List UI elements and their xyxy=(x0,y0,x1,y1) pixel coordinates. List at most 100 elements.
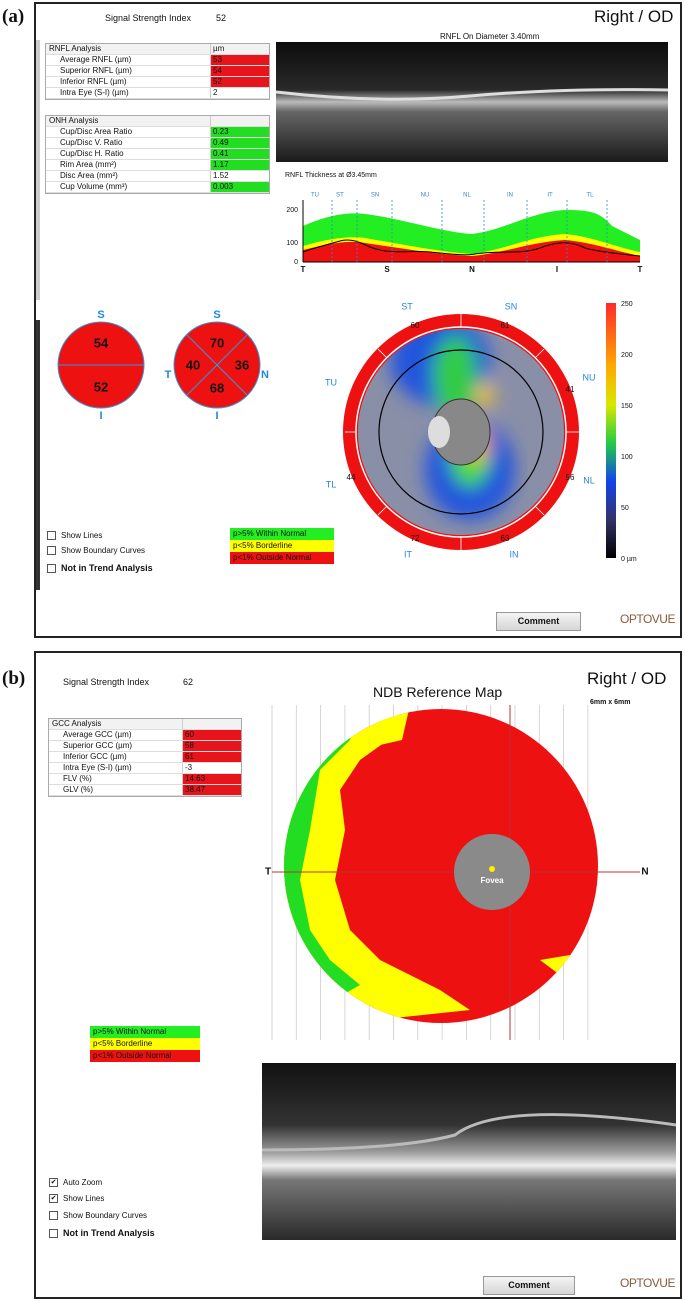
header-cell xyxy=(182,719,241,729)
sector-label: IN xyxy=(507,193,513,199)
table-row: Inferior GCC (µm) 61 xyxy=(49,752,241,763)
checkbox-box: ✔ xyxy=(49,1194,58,1203)
comment-button[interactable]: Comment xyxy=(483,1276,575,1295)
bscan xyxy=(276,42,668,162)
table-header: GCC Analysis xyxy=(49,719,241,730)
eye: Right / OD xyxy=(594,7,674,26)
map-sector-value: 60 xyxy=(411,321,420,330)
table-row: Cup/Disc Area Ratio 0.23 xyxy=(46,127,269,138)
header-cell: ONH Analysis xyxy=(49,116,99,125)
thickness-chart xyxy=(302,200,641,263)
signal-value: 52 xyxy=(216,13,227,23)
legend-item: p>5% Within Normal xyxy=(230,528,334,540)
map-sector-value: 56 xyxy=(566,473,575,482)
bscan-title: RNFL On Diameter 3.40mm xyxy=(440,32,540,41)
logo: OPTOVUE xyxy=(620,1276,675,1290)
row-label: Cup Volume (mm³) xyxy=(60,182,128,191)
row-label: FLV (%) xyxy=(63,774,92,783)
map-sector-value: 41 xyxy=(566,385,575,394)
checkbox[interactable]: Show Boundary Curves xyxy=(47,546,145,555)
eye: Right / OD xyxy=(587,669,667,688)
colorbar-label: 100 xyxy=(621,454,633,461)
header-cell: µm xyxy=(210,44,269,54)
checkbox-box xyxy=(49,1228,58,1238)
row-value: 0.003 xyxy=(210,182,269,192)
checkbox[interactable]: ✔ Auto Zoom xyxy=(49,1178,102,1187)
checkbox[interactable]: Not in Trend Analysis xyxy=(49,1228,155,1238)
header-cell xyxy=(210,116,269,126)
checkbox[interactable]: Not in Trend Analysis xyxy=(47,563,153,573)
checkbox-box xyxy=(49,1211,58,1220)
quad-label: S xyxy=(213,309,220,321)
y-tick-label: 200 xyxy=(286,207,298,214)
table-row: FLV (%) 14.63 xyxy=(49,774,241,785)
table-row: Disc Area (mm²) 1.52 xyxy=(46,171,269,182)
legend-item: p<5% Borderline xyxy=(90,1038,200,1050)
fovea-dot xyxy=(489,866,495,872)
y-tick-label: 0 xyxy=(294,259,298,266)
sector-label: NU xyxy=(421,193,430,199)
row-label: Superior GCC (µm) xyxy=(63,741,133,750)
row-label: Inferior GCC (µm) xyxy=(63,752,127,761)
map-sector-label: TU xyxy=(325,377,337,387)
row-value: 58 xyxy=(182,741,241,751)
row-value: 1.52 xyxy=(210,171,269,181)
table-row: Average GCC (µm) 60 xyxy=(49,730,241,741)
row-label: Inferior RNFL (µm) xyxy=(60,77,127,86)
table-header: ONH Analysis xyxy=(46,116,269,127)
sector-label: TL xyxy=(586,193,594,199)
hemi-label: S xyxy=(97,309,104,321)
scan-circle xyxy=(378,349,544,515)
checkbox[interactable]: Show Boundary Curves xyxy=(49,1211,147,1220)
table-header: RNFL Analysis µm xyxy=(46,44,269,55)
comment-button[interactable]: Comment xyxy=(496,612,581,631)
gcc-table: GCC Analysis Average GCC (µm) 60 Superior G… xyxy=(48,718,242,797)
thumb-strip xyxy=(36,320,40,590)
row-label: Cup/Disc Area Ratio xyxy=(60,127,133,136)
legend-item: p>5% Within Normal xyxy=(90,1026,200,1038)
checkbox-label: Show Lines xyxy=(63,1194,105,1203)
sector-label: NL xyxy=(463,193,471,199)
colorbar xyxy=(606,303,616,558)
checkbox[interactable]: Show Lines xyxy=(47,531,102,540)
map-sector-value: 63 xyxy=(501,534,510,543)
hemi-label: I xyxy=(99,410,102,422)
table-row: Superior GCC (µm) 58 xyxy=(49,741,241,752)
colorbar-label: 250 xyxy=(621,301,633,308)
row-label: Cup/Disc H. Ratio xyxy=(60,149,124,158)
row-label: Intra Eye (S-I) (µm) xyxy=(63,763,132,772)
legend-item: p<1% Outside Normal xyxy=(90,1050,200,1062)
bscan-layer xyxy=(261,1113,677,1152)
checkbox-label: Show Boundary Curves xyxy=(61,546,146,555)
row-value: 52 xyxy=(210,77,269,87)
checkbox-label: Show Lines xyxy=(61,531,103,540)
legend-item: p<5% Borderline xyxy=(230,540,334,552)
checkbox-box xyxy=(47,546,56,555)
quad-label: N xyxy=(261,369,269,381)
signal-label: Signal Strength Index xyxy=(63,677,150,687)
row-value: 60 xyxy=(182,730,241,740)
map-sector-label: TL xyxy=(326,479,337,489)
table-row: Inferior RNFL (µm) 52 xyxy=(46,77,269,88)
sector-label: IT xyxy=(547,193,553,199)
table-row: GLV (%) 38.47 xyxy=(49,785,241,796)
signal-label: Signal Strength Index xyxy=(105,13,192,23)
quad-label: T xyxy=(165,369,172,381)
checkbox[interactable]: ✔ Show Lines xyxy=(49,1194,104,1203)
colorbar-label: 150 xyxy=(621,403,633,410)
axis-label: N xyxy=(641,867,648,878)
table-row: Intra Eye (S-I) (µm) 2 xyxy=(46,88,269,99)
thickness-title: RNFL Thickness at Ø3.45mm xyxy=(285,172,377,179)
map-sector-value: 61 xyxy=(501,321,510,330)
row-value: 53 xyxy=(210,55,269,65)
quad-value: 36 xyxy=(235,357,249,372)
sector-label: ST xyxy=(336,193,344,199)
cup xyxy=(428,416,450,448)
row-value: 14.63 xyxy=(182,774,241,784)
x-label: N xyxy=(469,265,475,274)
sector-label: TU xyxy=(311,193,319,199)
signal-value: 62 xyxy=(183,677,194,687)
x-label: T xyxy=(301,265,306,274)
